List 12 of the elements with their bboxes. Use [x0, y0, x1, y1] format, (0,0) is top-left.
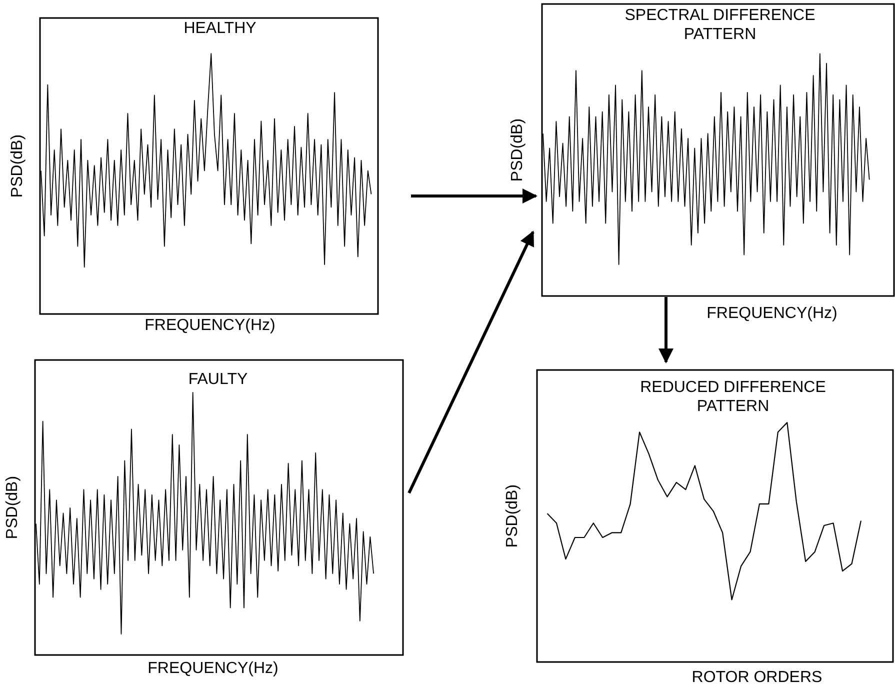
chart-title: REDUCED DIFFERENCE PATTERN — [640, 379, 826, 415]
x-axis-title: FREQUENCY(Hz) — [706, 305, 838, 322]
y-axis-title: PSD(dB) — [9, 134, 26, 198]
x-axis-title: ROTOR ORDERS — [692, 669, 822, 686]
y-axis-title: PSD(dB) — [509, 118, 526, 182]
chart-title: FAULTY — [188, 371, 248, 388]
chart-title: HEALTHY — [184, 20, 257, 37]
chart-title: SPECTRAL DIFFERENCE PATTERN — [624, 7, 816, 43]
y-axis-title: PSD(dB) — [4, 476, 21, 540]
x-axis-title: FREQUENCY(Hz) — [148, 660, 278, 677]
y-axis-title: PSD(dB) — [504, 484, 521, 548]
x-axis-title: FREQUENCY(Hz) — [144, 317, 276, 334]
